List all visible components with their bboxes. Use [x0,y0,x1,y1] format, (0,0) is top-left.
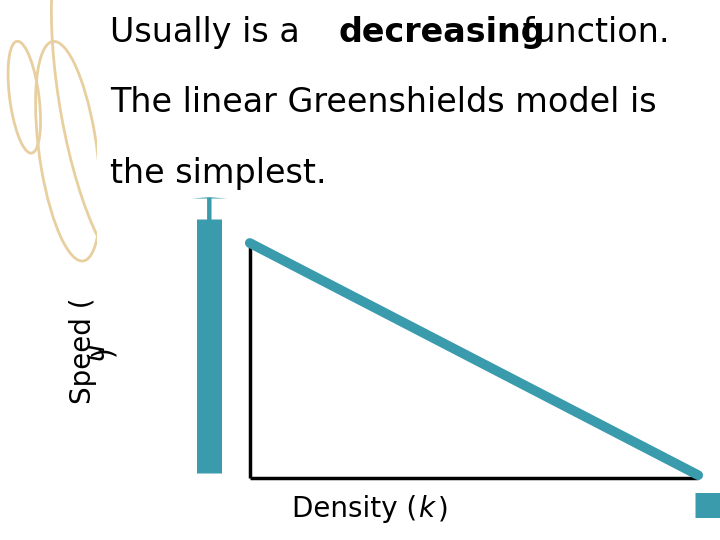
Text: decreasing: decreasing [339,16,546,49]
Text: The linear Greenshields model is: The linear Greenshields model is [109,86,657,119]
Text: the simplest.: the simplest. [109,157,326,190]
Text: k: k [418,495,434,523]
Text: ): ) [438,495,449,523]
Text: Density (: Density ( [292,495,418,523]
Text: function.: function. [512,16,670,49]
Text: u: u [82,342,109,360]
Text: Usually is a: Usually is a [109,16,310,49]
Text: ): ) [89,346,117,356]
Text: Speed (: Speed ( [69,298,96,404]
